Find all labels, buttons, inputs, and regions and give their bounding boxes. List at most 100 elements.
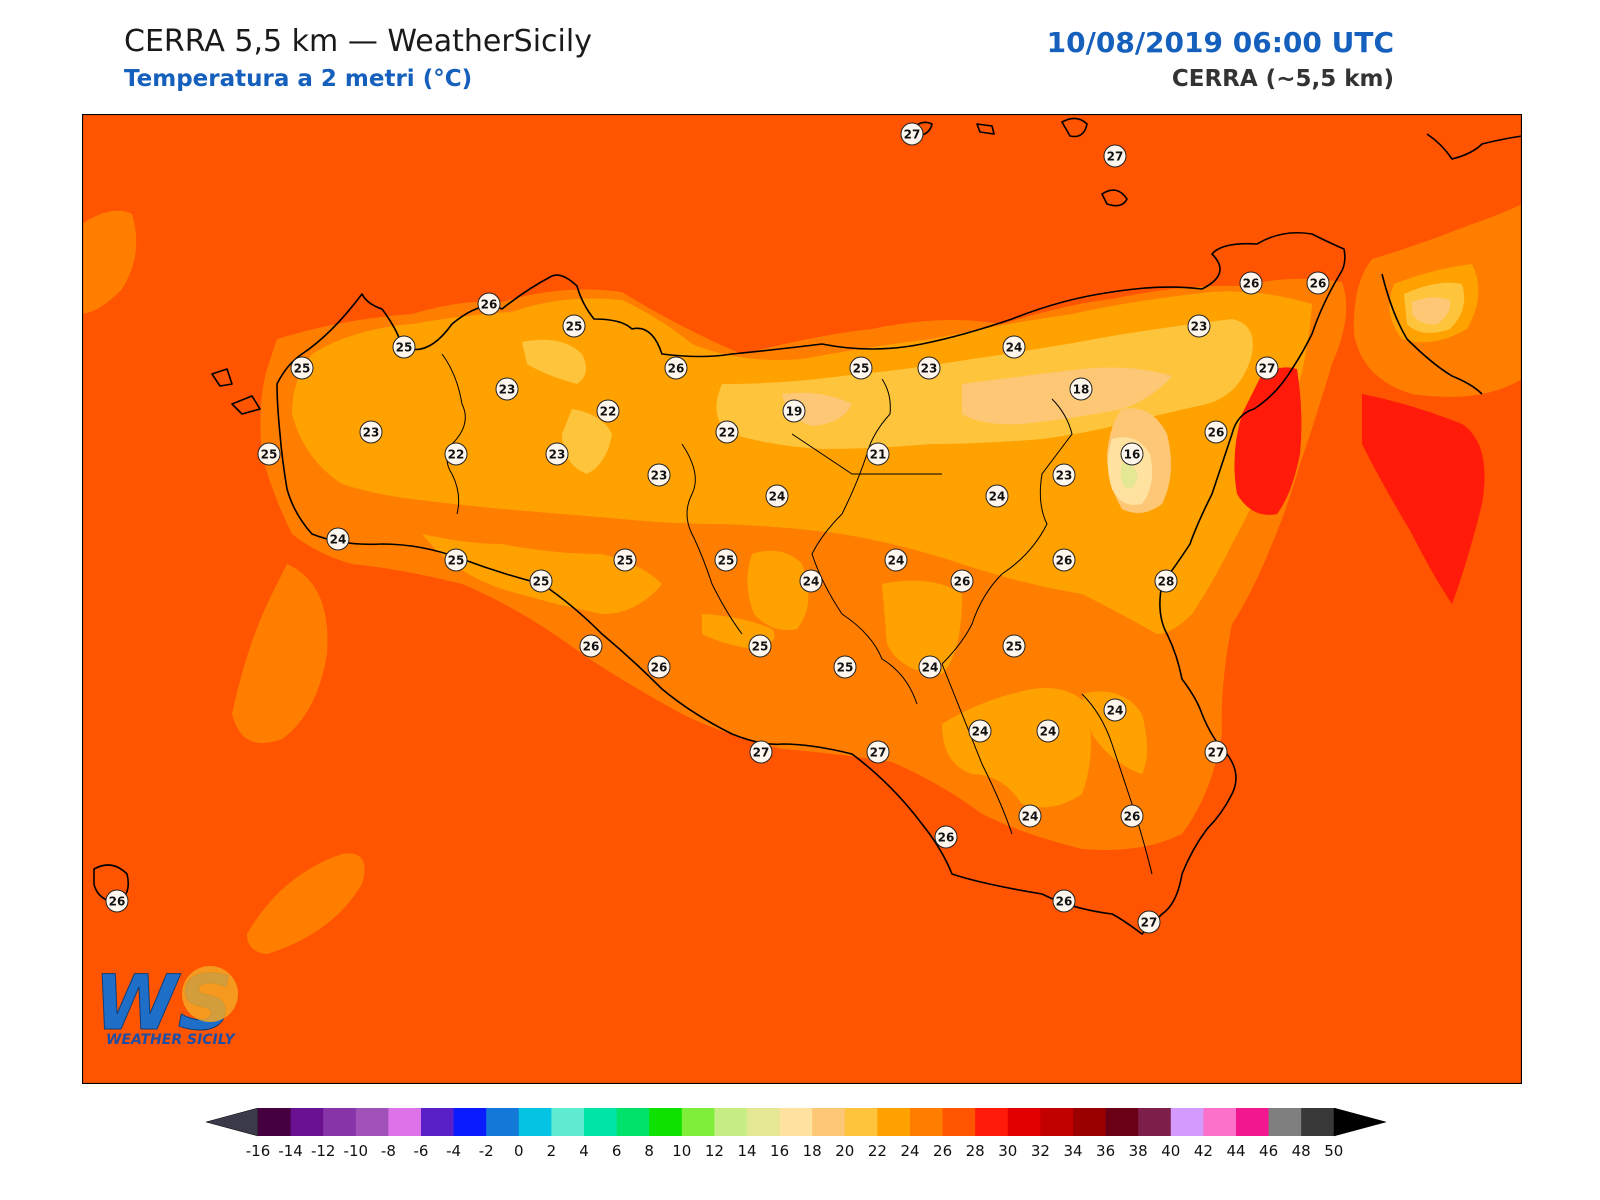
station-marker: 24	[765, 484, 789, 508]
station-value: 23	[651, 469, 668, 483]
colorbar-cell	[1301, 1108, 1335, 1136]
colorbar-tick-label: 20	[835, 1142, 854, 1160]
valid-datetime: 10/08/2019 06:00 UTC	[1046, 26, 1394, 59]
colorbar-cell	[1138, 1108, 1172, 1136]
station-value: 23	[1191, 320, 1208, 334]
colorbar-tick-label: 2	[547, 1142, 557, 1160]
station-value: 27	[870, 746, 887, 760]
colorbar-cell	[551, 1108, 585, 1136]
station-marker: 24	[884, 548, 908, 572]
colorbar-tick-label: 18	[803, 1142, 822, 1160]
colorbar-cell	[1105, 1108, 1139, 1136]
colorbar-cell	[779, 1108, 813, 1136]
station-value: 24	[1040, 725, 1057, 739]
temperature-map: WS WEATHER SICILY 27 27 26 26 26 25 23 25 25 26 25…	[82, 114, 1522, 1084]
colorbar-cell	[616, 1108, 650, 1136]
station-marker: 26	[579, 634, 603, 658]
station-marker: 24	[1002, 335, 1026, 359]
colorbar-cell	[518, 1108, 552, 1136]
station-value: 26	[954, 575, 971, 589]
station-marker: 24	[918, 655, 942, 679]
station-marker: 26	[950, 569, 974, 593]
station-value: 26	[1056, 895, 1073, 909]
station-marker: 26	[1204, 420, 1228, 444]
colorbar-cell	[486, 1108, 520, 1136]
colorbar-tick-label: 36	[1096, 1142, 1115, 1160]
station-marker: 27	[749, 740, 773, 764]
station-circle	[782, 399, 806, 423]
station-circle	[664, 356, 688, 380]
colorbar-cell	[1236, 1108, 1270, 1136]
station-marker: 25	[257, 442, 281, 466]
colorbar-cell	[649, 1108, 683, 1136]
station-circle	[985, 484, 1009, 508]
colorbar-tick-label: 38	[1129, 1142, 1148, 1160]
station-circle	[596, 399, 620, 423]
station-marker: 26	[1239, 271, 1263, 295]
colorbar-tick-label: 22	[868, 1142, 887, 1160]
colorbar-cell	[812, 1108, 846, 1136]
station-marker: 23	[1052, 463, 1076, 487]
station-value: 22	[600, 405, 617, 419]
station-circle	[950, 569, 974, 593]
colorbar-cell	[747, 1108, 781, 1136]
station-value: 25	[261, 448, 278, 462]
station-marker: 26	[105, 889, 129, 913]
station-marker: 21	[866, 442, 890, 466]
station-marker: 25	[444, 548, 468, 572]
colorbar-cell	[681, 1108, 715, 1136]
station-circle	[900, 122, 924, 146]
station-marker: 23	[647, 463, 671, 487]
station-value: 19	[786, 405, 803, 419]
colorbar-tick-label: -4	[446, 1142, 461, 1160]
station-marker: 23	[545, 442, 569, 466]
colorbar-tick-label: 6	[612, 1142, 622, 1160]
station-circle	[1137, 910, 1161, 934]
station-circle	[884, 548, 908, 572]
station-value: 25	[837, 661, 854, 675]
colorbar-tick-label: -16	[246, 1142, 271, 1160]
station-value: 25	[1006, 640, 1023, 654]
station-value: 27	[1107, 150, 1124, 164]
colorbar-cell	[421, 1108, 455, 1136]
station-circle	[647, 463, 671, 487]
map-title: CERRA 5,5 km — WeatherSicily	[124, 24, 592, 59]
station-value: 23	[921, 362, 938, 376]
station-circle	[1036, 719, 1060, 743]
colorbar-tick-label: 40	[1161, 1142, 1180, 1160]
station-value: 26	[1208, 426, 1225, 440]
station-marker: 25	[1002, 634, 1026, 658]
station-marker: 26	[647, 655, 671, 679]
colorbar-cell	[1170, 1108, 1204, 1136]
colorbar-tick-label: -8	[381, 1142, 396, 1160]
station-value: 26	[938, 831, 955, 845]
station-marker: 26	[1052, 548, 1076, 572]
station-value: 24	[922, 661, 939, 675]
station-circle	[1103, 698, 1127, 722]
station-circle	[444, 548, 468, 572]
colorbar-tick-label: 28	[966, 1142, 985, 1160]
colorbar-tick-label: -2	[479, 1142, 494, 1160]
station-value: 27	[1141, 916, 1158, 930]
station-circle	[1103, 144, 1127, 168]
station-circle	[1120, 442, 1144, 466]
station-circle	[1306, 271, 1330, 295]
station-circle	[545, 442, 569, 466]
station-marker: 25	[529, 569, 553, 593]
station-marker: 25	[613, 548, 637, 572]
colorbar-tick-label: 4	[579, 1142, 589, 1160]
station-value: 25	[566, 320, 583, 334]
colorbar-tick-label: -14	[278, 1142, 303, 1160]
station-marker: 26	[934, 825, 958, 849]
station-circle	[1002, 335, 1026, 359]
station-circle	[477, 292, 501, 316]
logo-sun-icon	[182, 966, 238, 1022]
station-circle	[647, 655, 671, 679]
station-value: 25	[617, 554, 634, 568]
station-markers: 27 27 26 26 26 25 23 25 25 26 25 23 24 27 23 18 19 22 23 22…	[105, 122, 1330, 934]
station-value: 24	[1006, 341, 1023, 355]
station-value: 26	[109, 895, 126, 909]
station-circle	[1154, 569, 1178, 593]
colorbar-cell	[323, 1108, 357, 1136]
station-marker: 23	[359, 420, 383, 444]
